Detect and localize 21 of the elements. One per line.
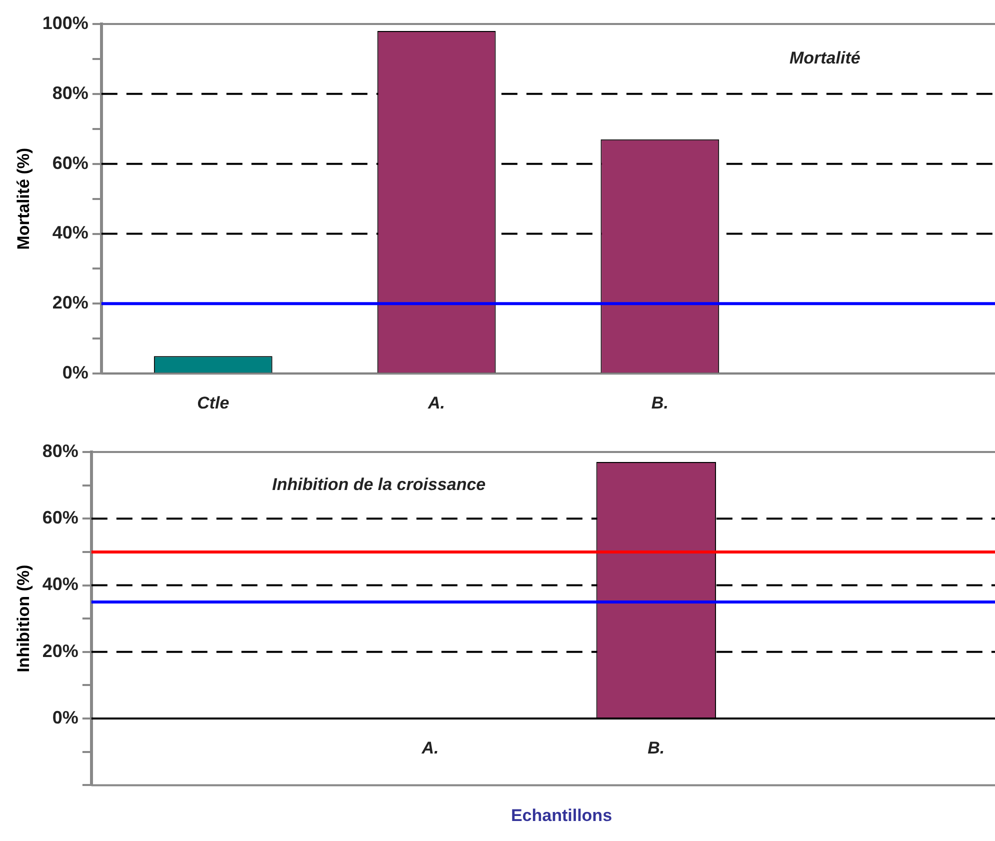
- x-tick-label: A.: [420, 738, 439, 758]
- y-tick-label: 20%: [42, 640, 78, 661]
- y-tick-label: 100%: [42, 12, 88, 33]
- y-tick-label: 80%: [52, 82, 88, 103]
- x-tick-label: B.: [651, 393, 668, 412]
- y-axis-title: Mortalité (%): [14, 148, 33, 250]
- y-tick-label: 0%: [52, 708, 78, 728]
- x-tick-label: A.: [427, 393, 446, 412]
- y-tick-label: 60%: [42, 508, 78, 528]
- y-tick-label: 0%: [62, 362, 88, 383]
- y-tick-label: 40%: [52, 222, 88, 243]
- y-tick-label: 60%: [52, 152, 88, 173]
- x-tick-label: Ctle: [197, 393, 230, 412]
- y-tick-label: 80%: [42, 440, 78, 461]
- x-tick-label: B.: [648, 738, 665, 758]
- y-axis-title: Inhibition (%): [14, 564, 33, 672]
- annotation: Mortalité: [789, 48, 860, 68]
- x-axis-title: Echantillons: [510, 805, 614, 826]
- y-tick-label: 20%: [52, 292, 88, 313]
- y-tick-label: 40%: [42, 574, 78, 594]
- annotation: Inhibition de la croissance: [272, 475, 486, 494]
